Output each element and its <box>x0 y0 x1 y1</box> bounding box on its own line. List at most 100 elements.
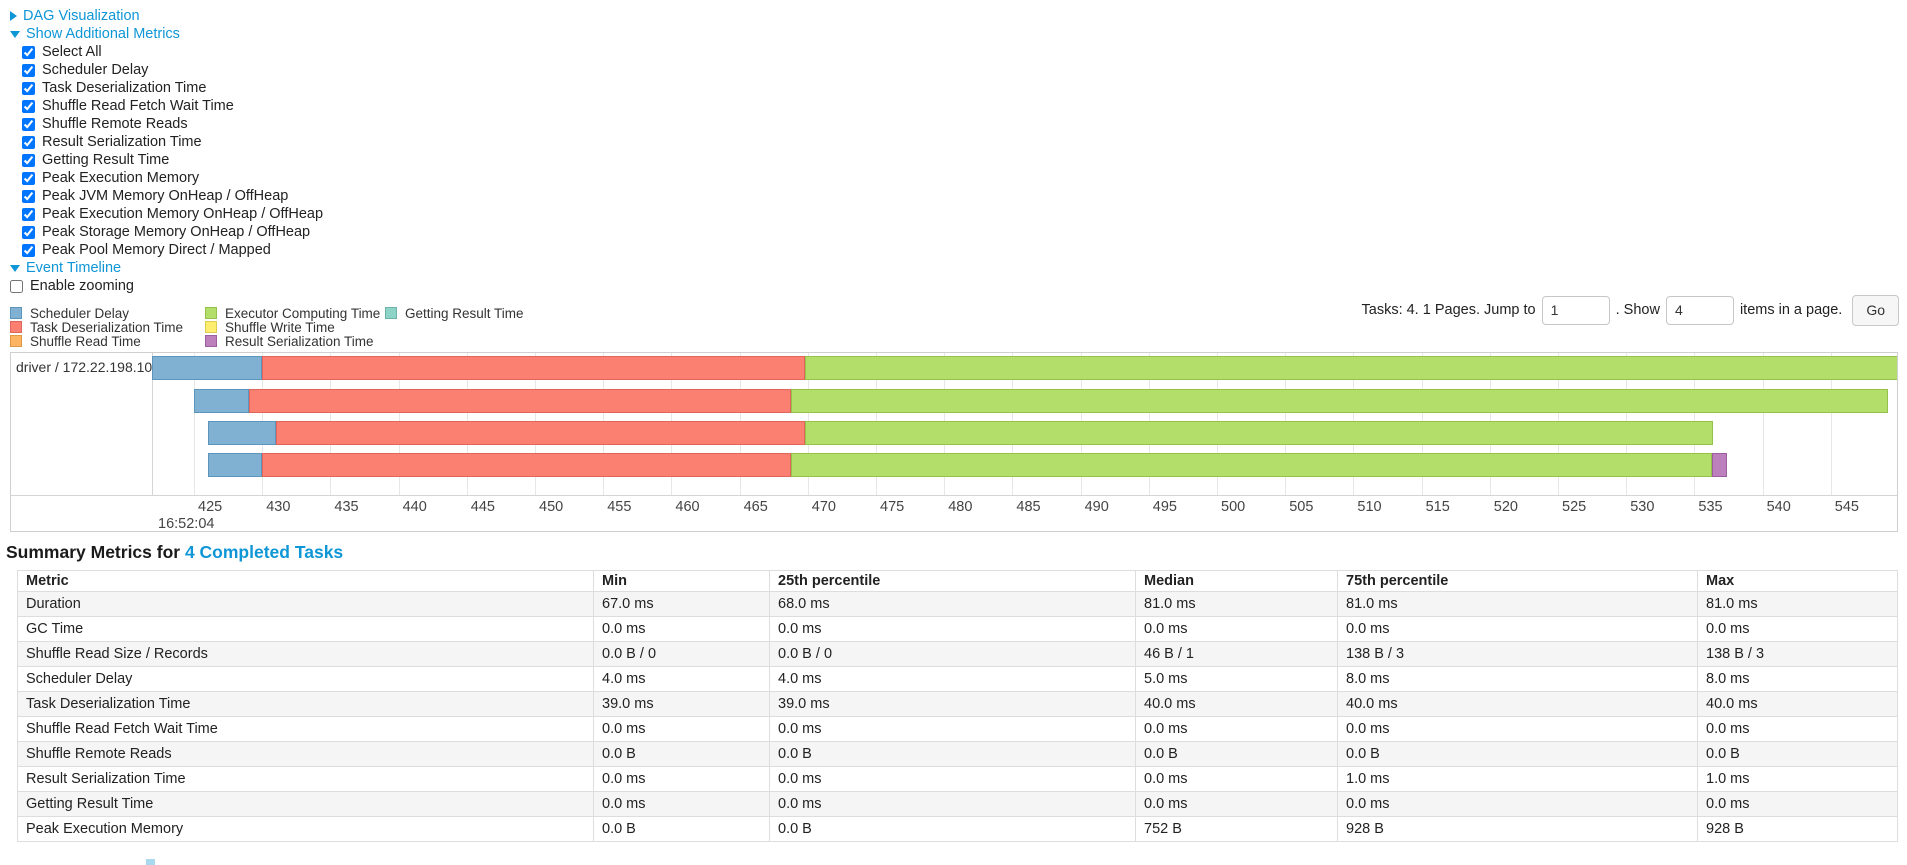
metric-name-cell: Shuffle Read Size / Records <box>17 641 594 667</box>
items-per-page-input[interactable] <box>1665 295 1734 325</box>
metric-name-cell: Peak Execution Memory <box>17 816 594 842</box>
metric-checkbox-row: Select All <box>10 43 323 61</box>
metric-value-cell: 0.0 B <box>593 816 770 842</box>
task-0-segment-task-deserialization[interactable] <box>262 356 806 380</box>
caret-down-icon <box>10 264 20 272</box>
legend-item-scheduler-delay: Scheduler Delay <box>10 305 183 321</box>
go-button[interactable]: Go <box>1852 294 1899 326</box>
metric-name-cell: Scheduler Delay <box>17 666 594 692</box>
metric-checkbox-label: Peak Pool Memory Direct / Mapped <box>42 242 271 258</box>
legend-item-result-serialization: Result Serialization Time <box>205 334 380 349</box>
task-2-segment-executor-computing[interactable] <box>805 421 1714 445</box>
additional-metrics-checkbox-list: Select All Scheduler Delay Task Deserializ… <box>10 43 323 259</box>
dag-visualization-toggle[interactable]: DAG Visualization <box>10 7 323 25</box>
task-0-segment-executor-computing[interactable] <box>805 356 1897 380</box>
task-2-segment-task-deserialization[interactable] <box>275 421 806 445</box>
enable-zooming-label: Enable zooming <box>30 278 134 294</box>
result-serialization-swatch-icon <box>205 335 217 347</box>
metric-checkbox-label: Peak Storage Memory OnHeap / OffHeap <box>42 224 311 240</box>
metric-checkbox-label: Peak Execution Memory <box>42 170 200 186</box>
metric-value-cell: 39.0 ms <box>769 691 1136 717</box>
metric-value-cell: 0.0 ms <box>769 766 1136 792</box>
task-3-segment-result-serialization[interactable] <box>1712 453 1728 477</box>
metric-checkbox-row: Peak Execution Memory <box>10 169 323 187</box>
timeline-gridline <box>1762 353 1764 495</box>
metric-checkbox-label: Select All <box>42 44 102 60</box>
timeline-tick-label: 440 <box>402 499 427 515</box>
show-additional-metrics-toggle[interactable]: Show Additional Metrics <box>10 25 323 43</box>
metric-value-cell: 0.0 ms <box>593 791 770 817</box>
summary-table-row: Shuffle Read Size / Records 0.0 B / 0 0.0 … <box>17 641 1898 667</box>
caret-down-icon <box>10 30 20 38</box>
metric-value-cell: 46 B / 1 <box>1135 641 1338 667</box>
metric-name-cell: GC Time <box>17 616 594 642</box>
metric-value-cell: 0.0 B <box>1337 741 1698 767</box>
summary-table-row: Duration 67.0 ms 68.0 ms 81.0 ms 81.0 ms 81.0… <box>17 591 1898 617</box>
metric-checkbox-label: Shuffle Read Fetch Wait Time <box>42 98 234 114</box>
timeline-tick-label: 505 <box>1289 499 1314 515</box>
enable-zooming-checkbox[interactable] <box>10 279 23 293</box>
legend-label: Task Deserialization Time <box>30 319 184 335</box>
metric-checkbox-11[interactable] <box>22 243 35 257</box>
legend-column: Scheduler Delay Task Deserialization Time… <box>10 305 184 349</box>
legend-item-getting-result: Getting Result Time <box>385 306 524 321</box>
items-in-page-text: items in a page. <box>1739 302 1843 318</box>
jump-to-page-input[interactable] <box>1541 295 1610 325</box>
legend-label: Shuffle Write Time <box>225 319 335 335</box>
metric-checkbox-row: Result Serialization Time <box>10 133 323 151</box>
metric-checkbox-label: Getting Result Time <box>42 152 170 168</box>
summary-table-row: Getting Result Time 0.0 ms 0.0 ms 0.0 ms 0.0… <box>17 791 1898 817</box>
metric-checkbox-10[interactable] <box>22 225 35 239</box>
task-2-segment-scheduler-delay[interactable] <box>207 421 276 445</box>
shuffle-read-swatch-icon <box>10 335 22 347</box>
metric-checkbox-3[interactable] <box>22 99 35 113</box>
metric-checkbox-row: Shuffle Read Fetch Wait Time <box>10 97 323 115</box>
metric-checkbox-label: Result Serialization Time <box>42 134 202 150</box>
metric-checkbox-label: Shuffle Remote Reads <box>42 116 188 132</box>
metric-checkbox-row: Getting Result Time <box>10 151 323 169</box>
timeline-tick-label: 540 <box>1766 499 1791 515</box>
summary-metrics-table: Metric Min 25th percentile Median 75th perce… <box>17 570 1898 842</box>
metric-checkbox-1[interactable] <box>22 63 35 77</box>
completed-tasks-link[interactable]: 4 Completed Tasks <box>184 542 344 562</box>
metric-checkbox-4[interactable] <box>22 117 35 131</box>
metric-value-cell: 0.0 ms <box>1337 791 1698 817</box>
metric-value-cell: 752 B <box>1135 816 1338 842</box>
task-1-segment-task-deserialization[interactable] <box>248 389 792 413</box>
metric-checkbox-0[interactable] <box>22 45 35 59</box>
metric-value-cell: 81.0 ms <box>1337 591 1698 617</box>
summary-table-row: Task Deserialization Time 39.0 ms 39.0 ms 4… <box>17 691 1898 717</box>
timeline-tick-label: 525 <box>1562 499 1587 515</box>
metric-value-cell: 0.0 ms <box>769 791 1136 817</box>
metric-value-cell: 138 B / 3 <box>1337 641 1698 667</box>
summary-column-header: Median <box>1135 570 1338 592</box>
metric-checkbox-9[interactable] <box>22 207 35 221</box>
metric-value-cell: 39.0 ms <box>593 691 770 717</box>
metric-value-cell: 0.0 B / 0 <box>769 641 1136 667</box>
legend-label: Scheduler Delay <box>30 305 130 321</box>
task-1-segment-executor-computing[interactable] <box>791 389 1889 413</box>
task-1-segment-scheduler-delay[interactable] <box>194 389 249 413</box>
metric-checkbox-2[interactable] <box>22 81 35 95</box>
metric-value-cell: 81.0 ms <box>1135 591 1338 617</box>
executor-row-label: driver / 172.22.198.104 <box>16 359 160 375</box>
metric-value-cell: 67.0 ms <box>593 591 770 617</box>
legend-label: Executor Computing Time <box>225 305 381 321</box>
tasks-count-text: Tasks: 4. 1 Pages. Jump to <box>1361 302 1536 318</box>
event-timeline-toggle[interactable]: Event Timeline <box>10 259 323 277</box>
metric-value-cell: 0.0 ms <box>593 716 770 742</box>
task-3-segment-executor-computing[interactable] <box>791 453 1713 477</box>
task-0-segment-scheduler-delay[interactable] <box>151 356 263 380</box>
metric-checkbox-7[interactable] <box>22 171 35 185</box>
summary-column-header: Metric <box>17 570 594 592</box>
metric-checkbox-8[interactable] <box>22 189 35 203</box>
metric-checkbox-6[interactable] <box>22 153 35 167</box>
timeline-tick-label: 425 <box>198 499 223 515</box>
timeline-tick-label: 445 <box>470 499 495 515</box>
task-3-segment-scheduler-delay[interactable] <box>207 453 263 477</box>
timeline-tick-label: 535 <box>1698 499 1723 515</box>
task-3-segment-task-deserialization[interactable] <box>262 453 792 477</box>
metric-value-cell: 5.0 ms <box>1135 666 1338 692</box>
metric-checkbox-5[interactable] <box>22 135 35 149</box>
summary-table-row: Shuffle Remote Reads 0.0 B 0.0 B 0.0 B 0.0 B… <box>17 741 1898 767</box>
